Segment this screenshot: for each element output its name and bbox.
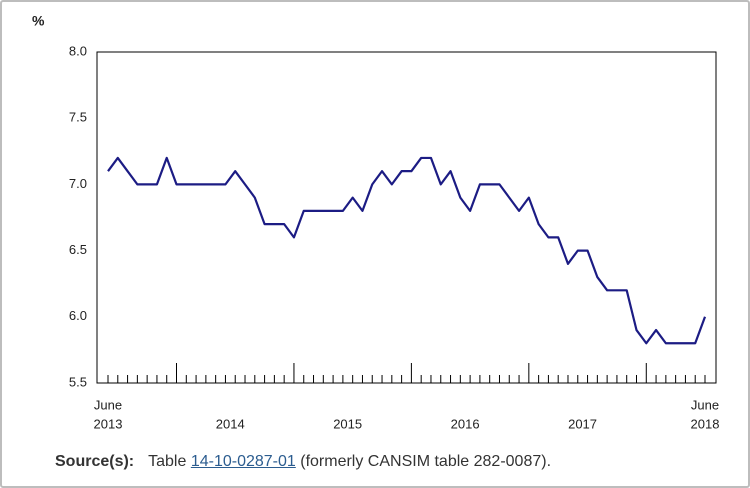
x-tick-label: 2016: [451, 416, 480, 431]
source-label: Source(s):: [55, 453, 135, 470]
chart: % 5.5 6.0 6.5 7.0 7.5 8.0 June 2013 June 2018 2014…: [32, 13, 720, 432]
x-tick-label: June: [94, 397, 122, 412]
y-unit: %: [32, 13, 45, 29]
x-tick-label: 2015: [333, 416, 362, 431]
source-note: Source(s): Table 14-10-0287-01 (formerly …: [55, 453, 551, 471]
x-tick-label: 2017: [568, 416, 597, 431]
x-tick-label: June: [691, 397, 719, 412]
x-tick-label: 2014: [216, 416, 245, 431]
x-tick-label: 2018: [691, 416, 720, 431]
y-tick-label: 7.5: [69, 110, 87, 125]
y-tick-label: 5.5: [69, 374, 87, 389]
x-tick-label: 2013: [94, 416, 123, 431]
y-tick-label: 8.0: [69, 43, 87, 58]
source-link[interactable]: 14-10-0287-01: [190, 453, 296, 470]
y-tick-label: 7.0: [69, 176, 87, 191]
data-line: [107, 156, 707, 345]
source-suffix: (formerly CANSIM table 282-0087).: [300, 453, 552, 470]
y-tick-label: 6.5: [69, 242, 87, 257]
plot-frame: [96, 51, 717, 384]
source-prefix: Table: [148, 453, 187, 470]
y-tick-label: 6.0: [69, 308, 87, 323]
